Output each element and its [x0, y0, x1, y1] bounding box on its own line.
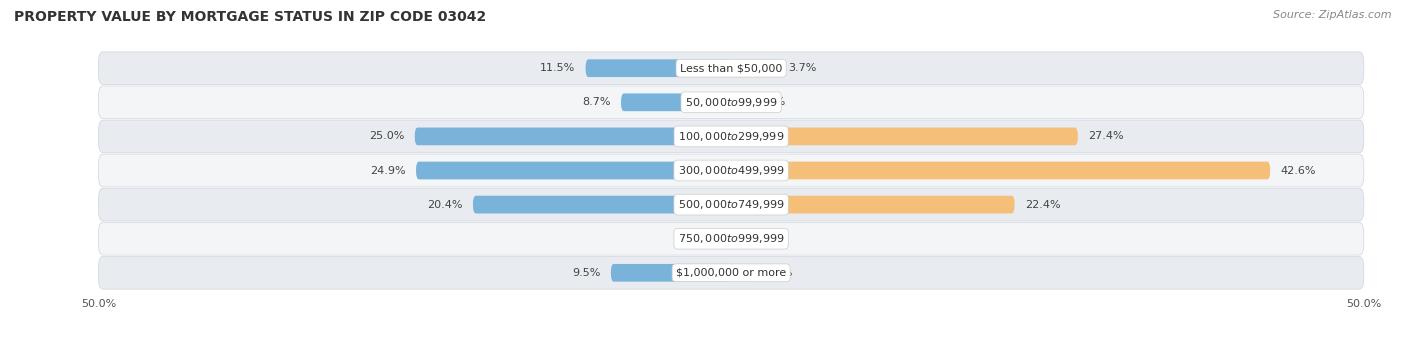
FancyBboxPatch shape — [731, 128, 1078, 145]
Text: 9.5%: 9.5% — [572, 268, 600, 278]
FancyBboxPatch shape — [98, 86, 1364, 119]
Text: $50,000 to $99,999: $50,000 to $99,999 — [685, 96, 778, 109]
FancyBboxPatch shape — [98, 154, 1364, 187]
FancyBboxPatch shape — [731, 93, 748, 111]
FancyBboxPatch shape — [98, 188, 1364, 221]
FancyBboxPatch shape — [472, 196, 731, 213]
FancyBboxPatch shape — [585, 59, 731, 77]
FancyBboxPatch shape — [731, 196, 1015, 213]
FancyBboxPatch shape — [415, 128, 731, 145]
Text: 0.84%: 0.84% — [752, 234, 787, 244]
Text: $500,000 to $749,999: $500,000 to $749,999 — [678, 198, 785, 211]
Text: Less than $50,000: Less than $50,000 — [681, 63, 782, 73]
Text: 22.4%: 22.4% — [1025, 199, 1060, 210]
Text: $1,000,000 or more: $1,000,000 or more — [676, 268, 786, 278]
Text: 3.7%: 3.7% — [787, 63, 817, 73]
Text: 25.0%: 25.0% — [370, 131, 405, 142]
Text: 0.0%: 0.0% — [693, 234, 721, 244]
Text: PROPERTY VALUE BY MORTGAGE STATUS IN ZIP CODE 03042: PROPERTY VALUE BY MORTGAGE STATUS IN ZIP… — [14, 10, 486, 24]
Text: 1.9%: 1.9% — [765, 268, 793, 278]
FancyBboxPatch shape — [725, 230, 731, 248]
Text: $300,000 to $499,999: $300,000 to $499,999 — [678, 164, 785, 177]
FancyBboxPatch shape — [731, 162, 1270, 179]
Text: 11.5%: 11.5% — [540, 63, 575, 73]
FancyBboxPatch shape — [98, 52, 1364, 85]
Text: $750,000 to $999,999: $750,000 to $999,999 — [678, 232, 785, 245]
FancyBboxPatch shape — [731, 264, 755, 282]
Text: 1.3%: 1.3% — [758, 97, 786, 107]
Text: 20.4%: 20.4% — [427, 199, 463, 210]
Text: 42.6%: 42.6% — [1281, 165, 1316, 176]
Text: 8.7%: 8.7% — [582, 97, 610, 107]
Text: Source: ZipAtlas.com: Source: ZipAtlas.com — [1274, 10, 1392, 20]
FancyBboxPatch shape — [98, 120, 1364, 153]
FancyBboxPatch shape — [731, 59, 778, 77]
FancyBboxPatch shape — [731, 230, 742, 248]
Text: 27.4%: 27.4% — [1088, 131, 1123, 142]
FancyBboxPatch shape — [610, 264, 731, 282]
FancyBboxPatch shape — [98, 256, 1364, 289]
Text: $100,000 to $299,999: $100,000 to $299,999 — [678, 130, 785, 143]
FancyBboxPatch shape — [98, 222, 1364, 255]
FancyBboxPatch shape — [416, 162, 731, 179]
Text: 24.9%: 24.9% — [370, 165, 406, 176]
FancyBboxPatch shape — [621, 93, 731, 111]
